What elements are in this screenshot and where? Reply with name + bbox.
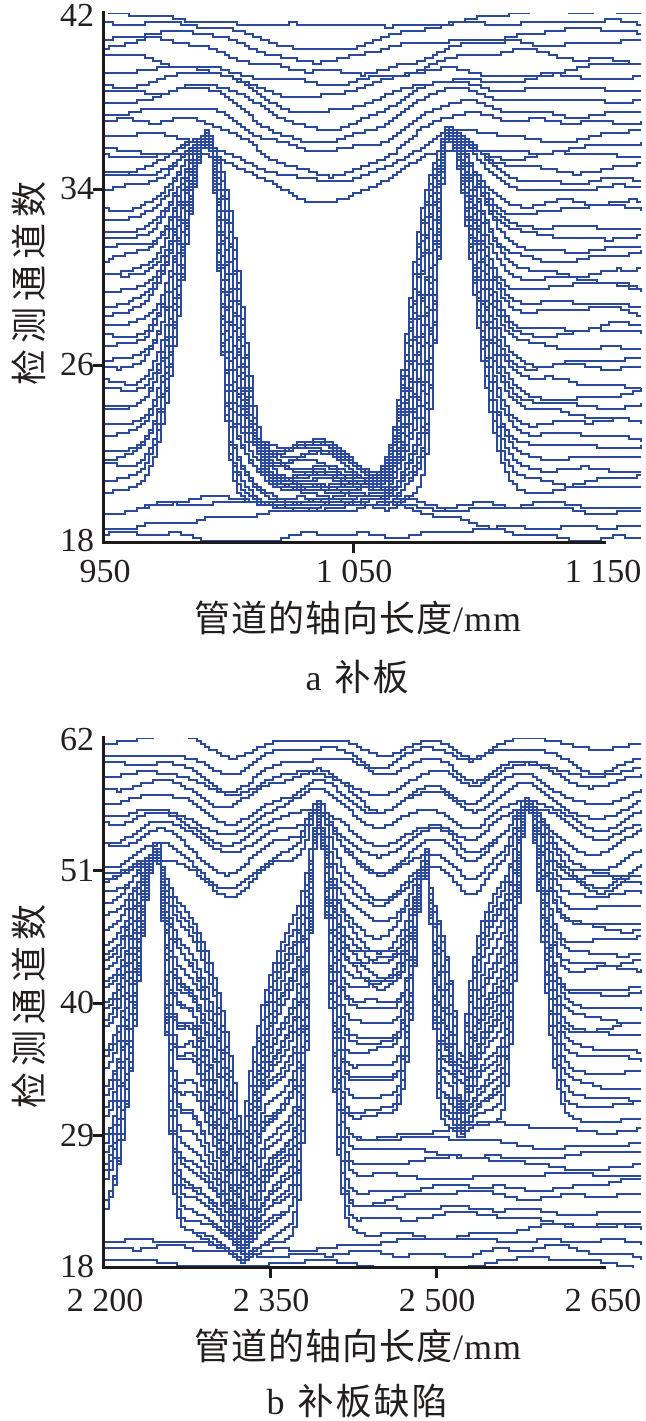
chart-a-xtick-label: 1 150 (564, 553, 642, 590)
chart-b-caption: b 补板缺陷 (266, 1382, 450, 1421)
chart-b-x-tick-mark (435, 1269, 438, 1278)
chart-b-x-axis-title: 管道的轴向长度/mm (193, 1327, 522, 1367)
chart-b-y-axis-spine (102, 736, 105, 1269)
chart-a-caption: a 补板 (305, 658, 411, 698)
waterfall-channel-line (105, 63, 641, 98)
chart-a-y-tick-mark (93, 188, 102, 191)
waterfall-channel-line (105, 99, 641, 152)
waterfall-channel-line (105, 142, 642, 203)
waterfall-channel-line (105, 1244, 642, 1260)
waterfall-lines-group (105, 13, 642, 542)
chart-a-ytick-label: 18 (60, 522, 94, 559)
waterfall-channel-line (105, 18, 641, 50)
waterfall-channel-line (105, 1238, 642, 1261)
waterfall-channel-line (105, 806, 641, 847)
waterfall-channel-line (105, 111, 642, 179)
waterfall-channel-line (105, 132, 641, 506)
waterfall-channel-line (105, 81, 641, 131)
waterfall-lines-group (105, 738, 642, 1268)
waterfall-channel-line (105, 788, 642, 835)
chart-b-xtick-label: 2 650 (564, 1282, 642, 1319)
chart-b-xtick-label: 2 500 (398, 1282, 476, 1319)
waterfall-channel-line (105, 528, 641, 542)
chart-b-xtick-label: 2 200 (66, 1282, 144, 1319)
chart-b-ytick-label: 29 (60, 1117, 94, 1154)
waterfall-channel-line (105, 758, 641, 793)
chart-a-x-tick-mark (352, 544, 355, 553)
chart-a-y-axis-title: 检测通道数 (10, 174, 50, 386)
chart-a-y-tick-mark (93, 364, 102, 367)
chart-b-xtick-label: 2 350 (232, 1282, 310, 1319)
waterfall-channel-line (105, 36, 641, 77)
waterfall-channel-line (105, 27, 641, 65)
waterfall-channel-line (105, 761, 642, 796)
waterfall-channel-line (105, 138, 641, 488)
chart-b-ytick-label: 51 (60, 852, 94, 889)
waterfall-channel-line (105, 738, 641, 760)
chart-b-y-tick-mark (93, 1134, 102, 1137)
chart-a-waterfall-plot (105, 13, 642, 542)
waterfall-channel-line (105, 87, 641, 143)
waterfall-channel-line (105, 132, 641, 491)
chart-a-xtick-label: 1 050 (315, 553, 393, 590)
chart-b-ytick-label: 62 (60, 721, 94, 758)
chart-a-ytick-label: 34 (60, 170, 94, 207)
chart-b-waterfall-plot (105, 738, 642, 1268)
waterfall-channel-line (105, 746, 641, 775)
waterfall-channel-line (108, 13, 641, 29)
chart-b-y-tick-mark (93, 1002, 102, 1005)
waterfall-channel-line (105, 809, 642, 1150)
chart-b-y-axis-title: 检测通道数 (10, 897, 50, 1109)
chart-b-x-axis-spine (102, 1266, 606, 1269)
chart-a-ytick-label: 42 (60, 0, 94, 34)
waterfall-channel-line (105, 767, 642, 814)
chart-b-y-tick-mark (93, 869, 102, 872)
chart-a-y-axis-spine (102, 11, 105, 544)
chart-b-x-tick-mark (269, 1269, 272, 1278)
chart-a-x-axis-spine (102, 541, 606, 544)
chart-b-ytick-label: 40 (60, 984, 94, 1021)
chart-a-xtick-label: 950 (79, 553, 131, 590)
waterfall-channel-line (105, 129, 641, 182)
waterfall-channel-line (105, 48, 641, 86)
chart-a-ytick-label: 26 (60, 346, 94, 383)
waterfall-channel-line (105, 803, 642, 901)
chart-b-ytick-label: 18 (60, 1248, 94, 1285)
waterfall-channel-line (105, 806, 642, 859)
chart-a-x-axis-title: 管道的轴向长度/mm (193, 599, 522, 639)
waterfall-channel-line (105, 72, 641, 113)
